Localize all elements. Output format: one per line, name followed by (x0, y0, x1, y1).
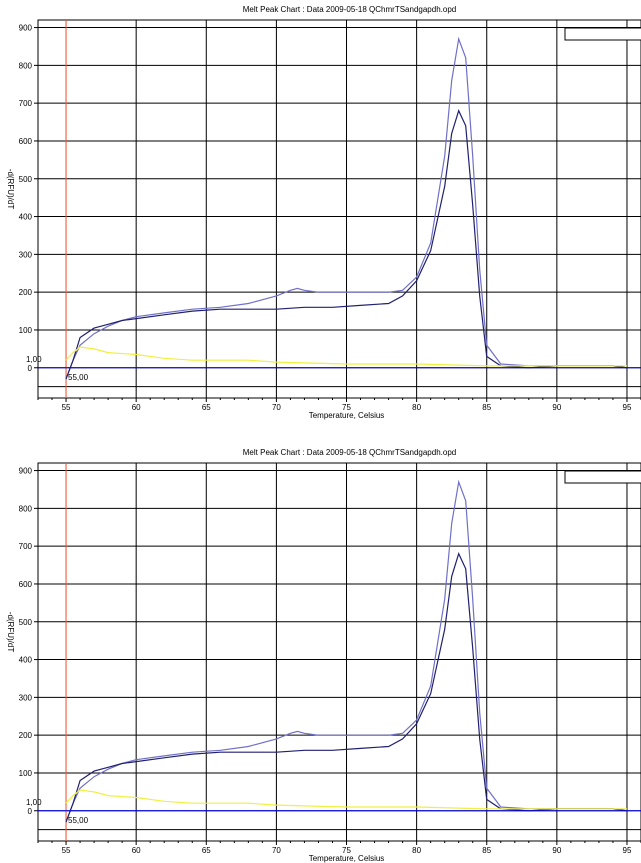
y-tick-label: 700 (19, 99, 33, 108)
y-tick-label: 0 (28, 807, 33, 816)
plot-frame (37, 462, 641, 842)
x-tick-label: 95 (623, 846, 632, 855)
y-tick-label: 200 (19, 288, 33, 297)
x-tick-label: 70 (272, 846, 281, 855)
x-tick-label: 85 (482, 403, 491, 412)
x-axis-label: Temperature, Celsius (309, 854, 385, 863)
chart-title: Melt Peak Chart : Data 2009-05-18 QChmrT… (243, 448, 456, 457)
x-tick-label: 55 (62, 846, 71, 855)
x-tick-label: 70 (272, 403, 281, 412)
series-line-2 (65, 346, 627, 367)
y-tick-label: 100 (19, 769, 33, 778)
chart-svg-top: Melt Peak Chart : Data 2009-05-18 QChmrT… (6, 5, 641, 420)
x-tick-label: 75 (342, 403, 351, 412)
y-tick-label: 300 (19, 693, 33, 702)
melt-peak-chart-top: Melt Peak Chart : Data 2009-05-18 QChmrT… (0, 0, 641, 420)
series-line-0 (65, 479, 628, 823)
chart-svg-bottom: Melt Peak Chart : Data 2009-05-18 QChmrT… (6, 448, 641, 863)
y-tick-label: 400 (19, 656, 33, 665)
temperature-annotation: 55,00 (68, 816, 89, 825)
y-tick-label: 700 (19, 542, 33, 551)
x-tick-label: 90 (552, 846, 561, 855)
y-tick-label: 0 (28, 364, 33, 373)
x-tick-label: 65 (202, 846, 211, 855)
y-tick-label: 200 (19, 731, 33, 740)
chart-title: Melt Peak Chart : Data 2009-05-18 QChmrT… (243, 5, 456, 14)
x-tick-label: 90 (552, 403, 561, 412)
y-tick-label: 800 (19, 61, 33, 70)
x-tick-label: 95 (623, 403, 632, 412)
series-line-2 (65, 789, 627, 810)
x-tick-label: 85 (482, 846, 491, 855)
legend-box (564, 27, 641, 41)
x-tick-label: 65 (202, 403, 211, 412)
threshold-annotation: 1,00 (26, 798, 42, 807)
series-line-1 (65, 552, 628, 823)
y-tick-label: 800 (19, 504, 33, 513)
y-tick-label: 600 (19, 137, 33, 146)
melt-peak-chart-bottom: Melt Peak Chart : Data 2009-05-18 QChmrT… (0, 443, 641, 863)
x-tick-label: 55 (62, 403, 71, 412)
series-line-1 (65, 109, 628, 380)
y-tick-label: 100 (19, 326, 33, 335)
temperature-annotation: 55,00 (68, 373, 89, 382)
y-tick-label: 900 (19, 24, 33, 33)
x-axis-label: Temperature, Celsius (309, 411, 385, 420)
y-tick-label: 600 (19, 580, 33, 589)
x-tick-label: 80 (412, 846, 421, 855)
threshold-annotation: 1,00 (26, 355, 42, 364)
plot-frame (37, 19, 641, 399)
y-tick-label: 500 (19, 618, 33, 627)
y-axis-label: -d(RFU)/dT (6, 169, 15, 210)
x-tick-label: 60 (132, 403, 141, 412)
y-tick-label: 500 (19, 175, 33, 184)
legend-box (564, 470, 641, 484)
x-tick-label: 60 (132, 846, 141, 855)
series-line-0 (65, 36, 628, 380)
x-tick-label: 80 (412, 403, 421, 412)
y-tick-label: 300 (19, 250, 33, 259)
y-tick-label: 900 (19, 467, 33, 476)
y-axis-label: -d(RFU)/dT (6, 612, 15, 653)
x-tick-label: 75 (342, 846, 351, 855)
y-tick-label: 400 (19, 213, 33, 222)
